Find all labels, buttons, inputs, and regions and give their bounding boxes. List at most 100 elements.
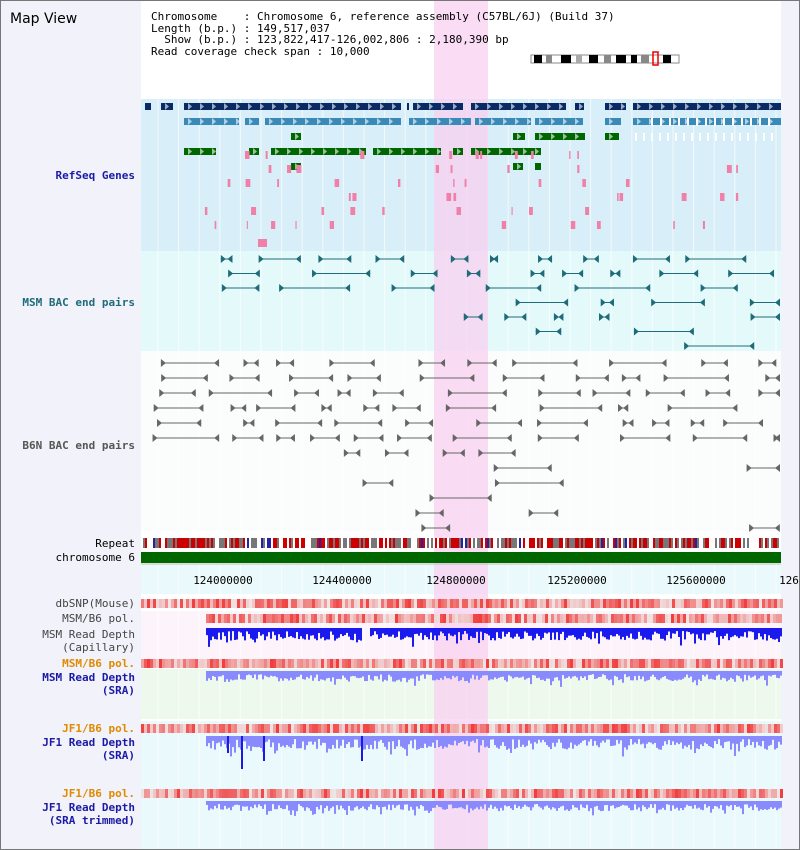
jf1-depth-sra-label[interactable]: JF1 Read Depth	[42, 736, 135, 749]
read-depth-bar	[372, 736, 374, 750]
msm-bac-label[interactable]: MSM BAC end pairs	[22, 296, 135, 309]
read-depth-bar	[406, 671, 408, 683]
polymorphism-cell	[258, 599, 261, 608]
read-depth-bar	[356, 628, 358, 643]
read-depth-bar	[492, 628, 494, 639]
read-depth-bar	[300, 801, 302, 806]
read-depth-bar	[256, 671, 258, 680]
polymorphism-cell	[507, 599, 510, 608]
polymorphism-cell	[633, 599, 636, 608]
polymorphism-cell	[420, 724, 423, 733]
polymorphism-cell	[285, 789, 288, 798]
msm-depth-sra-label[interactable]: MSM Read Depth	[42, 671, 135, 684]
repeat-feature	[519, 538, 521, 548]
repeat-feature	[223, 538, 225, 548]
polymorphism-cell	[281, 614, 284, 623]
polymorphism-cell	[195, 789, 198, 798]
msm-depth-capillary-label[interactable]: MSM Read Depth	[42, 628, 135, 641]
b6n-bac-label[interactable]: B6N BAC end pairs	[22, 439, 135, 452]
refseq-genes-label[interactable]: RefSeq Genes	[55, 169, 135, 182]
refseq-small-gene	[348, 193, 351, 201]
polymorphism-cell	[174, 789, 177, 798]
polymorphism-cell	[363, 599, 366, 608]
polymorphism-cell	[602, 614, 605, 623]
polymorphism-cell	[752, 614, 755, 623]
bac-end-arrow	[415, 404, 421, 412]
polymorphism-cell	[393, 659, 396, 668]
repeat-feature	[653, 538, 655, 548]
polymorphism-cell	[222, 724, 225, 733]
exon-gap	[731, 133, 733, 141]
read-depth-bar	[726, 801, 728, 806]
read-depth-bar	[654, 801, 656, 805]
bac-end-arrow	[659, 269, 665, 278]
read-depth-bar	[496, 628, 498, 633]
repeat-feature	[313, 538, 315, 548]
repeat-feature	[551, 538, 553, 548]
read-depth-bar	[716, 801, 718, 807]
dbsnp-label[interactable]: dbSNP(Mouse)	[55, 597, 135, 610]
polymorphism-cell	[621, 599, 624, 608]
polymorphism-cell	[438, 599, 441, 608]
polymorphism-cell	[741, 659, 744, 668]
read-depth-bar	[596, 801, 598, 806]
read-depth-bar	[716, 736, 718, 744]
read-depth-bar	[744, 671, 746, 675]
read-depth-bar	[420, 736, 422, 748]
chromosome-track-label[interactable]: chromosome 6	[55, 551, 135, 564]
read-depth-bar	[658, 736, 660, 750]
read-depth-bar	[278, 801, 280, 806]
read-depth-bar	[758, 736, 760, 746]
read-depth-bar	[266, 801, 268, 815]
repeat-feature	[635, 538, 637, 548]
bac-end-arrow	[610, 269, 616, 278]
read-depth-bar	[382, 736, 384, 743]
read-depth-bar	[440, 801, 442, 808]
repeat-feature	[499, 538, 501, 548]
read-depth-bar	[656, 801, 658, 814]
polymorphism-cell	[711, 659, 714, 668]
polymorphism-cell	[669, 659, 672, 668]
read-depth-bar	[260, 801, 262, 807]
read-depth-bar	[314, 801, 316, 814]
gene-strand-arrow	[453, 103, 457, 110]
read-depth-bar	[374, 801, 376, 810]
msm-b6-pol-label[interactable]: MSM/B6 pol.	[62, 612, 135, 625]
jf1-b6-pol-label[interactable]: JF1/B6 pol.	[62, 722, 135, 735]
read-depth-bar	[318, 736, 320, 740]
polymorphism-cell	[615, 599, 618, 608]
refseq-small-gene	[277, 179, 280, 187]
polymorphism-cell	[276, 789, 279, 798]
read-depth-bar	[338, 671, 340, 679]
read-depth-bar	[502, 628, 504, 632]
polymorphism-cell	[642, 599, 645, 608]
read-depth-bar	[326, 801, 328, 806]
read-depth-bar	[770, 671, 772, 677]
polymorphism-cell	[684, 599, 687, 608]
read-depth-bar	[432, 801, 434, 808]
read-depth-bar	[712, 736, 714, 749]
repeat-feature	[649, 538, 651, 548]
polymorphism-cell	[357, 789, 360, 798]
ideogram-position-marker	[652, 51, 659, 66]
jf1-depth-trimmed-label[interactable]: JF1 Read Depth	[42, 801, 135, 814]
read-depth-bar	[296, 736, 298, 749]
polymorphism-cell	[234, 789, 237, 798]
bac-end-arrow	[732, 284, 738, 292]
polymorphism-cell	[627, 659, 630, 668]
polymorphism-cell	[594, 789, 597, 798]
read-depth-bar	[532, 736, 534, 750]
repeat-label[interactable]: Repeat	[95, 537, 135, 550]
polymorphism-cell	[651, 724, 654, 733]
polymorphism-cell	[660, 599, 663, 608]
bac-end-arrow	[535, 327, 541, 336]
bac-end-arrow	[426, 434, 432, 442]
read-depth-bar	[280, 628, 282, 638]
polymorphism-cell	[363, 724, 366, 733]
jf1-b6-pol-trimmed-label[interactable]: JF1/B6 pol.	[62, 787, 135, 800]
read-depth-bar	[302, 801, 304, 808]
msm-b6-pol-sra-label[interactable]: MSM/B6 pol.	[62, 657, 135, 670]
bac-end-arrow	[517, 419, 523, 427]
bac-end-arrow	[728, 269, 734, 278]
